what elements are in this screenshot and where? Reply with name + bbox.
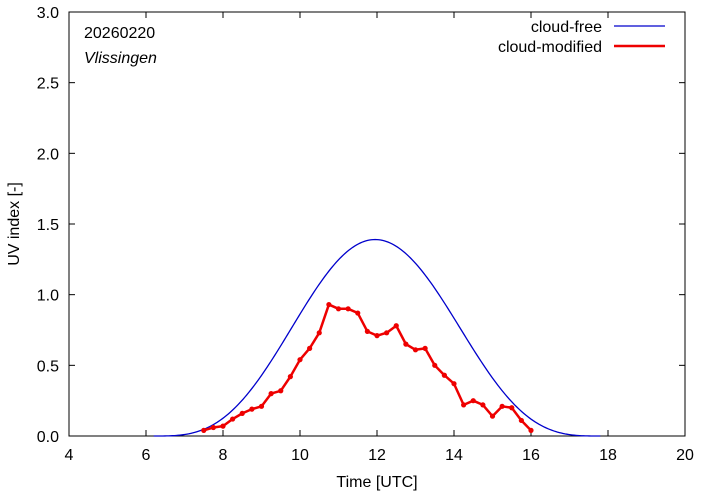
y-tick-label: 1.5 (37, 217, 59, 234)
x-tick-label: 16 (522, 447, 540, 464)
data-point-cloud-modified (278, 388, 283, 393)
y-axis-title: UV index [-] (6, 182, 23, 266)
data-point-cloud-modified (220, 424, 225, 429)
y-tick-label: 2.5 (37, 76, 59, 93)
data-point-cloud-modified (307, 346, 312, 351)
y-tick-label: 0.0 (37, 429, 59, 446)
data-point-cloud-modified (249, 407, 254, 412)
y-tick-label: 2.0 (37, 146, 59, 163)
data-point-cloud-modified (355, 310, 360, 315)
data-point-cloud-modified (317, 330, 322, 335)
data-point-cloud-modified (519, 418, 524, 423)
axis-ticks: 4 6 8 10 12 14 16 18 20 0.0 0.5 1.0 1.5 2.0 2.5 3.0 (37, 5, 694, 464)
data-point-cloud-modified (461, 402, 466, 407)
data-point-cloud-modified (240, 411, 245, 416)
x-tick-label: 18 (599, 447, 617, 464)
data-point-cloud-modified (230, 416, 235, 421)
x-tick-label: 6 (142, 447, 151, 464)
y-tick-label: 0.5 (37, 358, 59, 375)
data-point-cloud-modified (269, 391, 274, 396)
y-tick-label: 3.0 (37, 5, 59, 22)
data-point-cloud-modified (297, 357, 302, 362)
data-point-cloud-modified (423, 346, 428, 351)
data-point-cloud-modified (471, 398, 476, 403)
data-point-cloud-modified (346, 306, 351, 311)
data-point-cloud-modified (480, 402, 485, 407)
legend-label-cloud-modified: cloud-modified (498, 39, 602, 56)
data-point-cloud-modified (201, 428, 206, 433)
x-tick-label: 20 (676, 447, 694, 464)
x-tick-label: 8 (219, 447, 228, 464)
data-point-cloud-modified (451, 381, 456, 386)
data-point-cloud-modified (384, 330, 389, 335)
station-annotation: Vlissingen (84, 50, 157, 67)
data-point-cloud-modified (394, 323, 399, 328)
x-tick-label: 14 (445, 447, 463, 464)
data-point-cloud-modified (442, 373, 447, 378)
x-tick-label: 12 (368, 447, 386, 464)
data-point-cloud-modified (432, 363, 437, 368)
x-tick-label: 10 (291, 447, 309, 464)
data-point-cloud-modified (259, 404, 264, 409)
x-tick-label: 4 (65, 447, 74, 464)
x-axis-title: Time [UTC] (336, 474, 417, 491)
legend-label-cloud-free: cloud-free (531, 19, 602, 36)
plot-frame (69, 12, 685, 436)
series-group (154, 240, 601, 436)
data-point-cloud-modified (509, 405, 514, 410)
data-point-cloud-modified (403, 342, 408, 347)
data-point-cloud-modified (365, 329, 370, 334)
data-point-cloud-modified (413, 347, 418, 352)
data-point-cloud-modified (500, 404, 505, 409)
uv-index-chart: 4 6 8 10 12 14 16 18 20 0.0 0.5 1.0 1.5 2.0 2.5 3.0 202… (0, 0, 702, 497)
data-point-cloud-modified (211, 425, 216, 430)
date-annotation: 20260220 (84, 25, 155, 42)
data-point-cloud-modified (374, 333, 379, 338)
data-point-cloud-modified (336, 306, 341, 311)
data-point-cloud-modified (528, 428, 533, 433)
data-point-cloud-modified (326, 302, 331, 307)
data-point-cloud-modified (490, 414, 495, 419)
y-tick-label: 1.0 (37, 288, 59, 305)
data-point-cloud-modified (288, 374, 293, 379)
